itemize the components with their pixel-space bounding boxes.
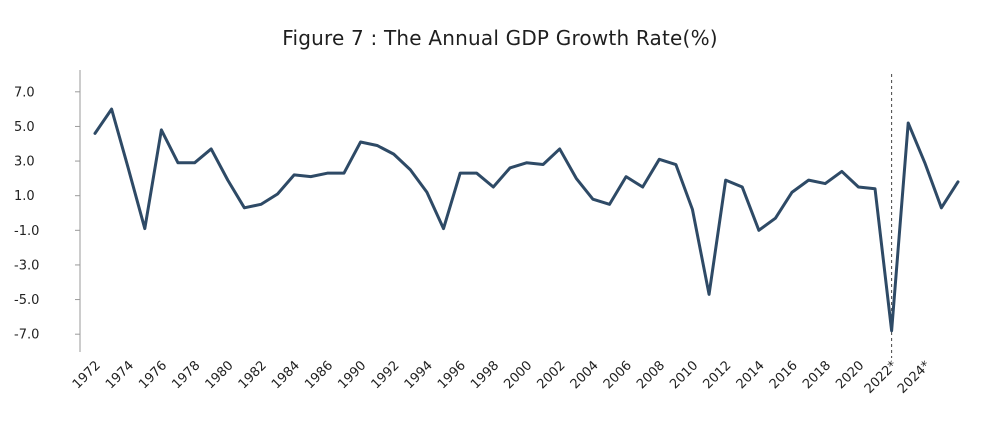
y-tick-label: -1.0 bbox=[14, 224, 39, 239]
x-tick-label: 1984 bbox=[269, 358, 303, 392]
x-tick-label: 2018 bbox=[800, 358, 834, 392]
x-tick-label: 1974 bbox=[103, 358, 137, 392]
x-axis: 1972 1974 1976 1978 1980 1982 1984 1986 1990 1992… bbox=[70, 358, 934, 397]
y-tick-label: 1.0 bbox=[14, 189, 35, 204]
x-tick-label: 1990 bbox=[335, 358, 369, 392]
x-tick-label: 1996 bbox=[435, 358, 469, 392]
x-tick-label: 2008 bbox=[634, 358, 668, 392]
x-tick-label: 2000 bbox=[501, 358, 535, 392]
series bbox=[93, 107, 960, 333]
y-tick-label: 3.0 bbox=[14, 155, 35, 170]
x-tick-label: 2006 bbox=[601, 358, 635, 392]
x-tick-label: 1982 bbox=[236, 358, 270, 392]
x-tick-label: 2016 bbox=[767, 358, 801, 392]
y-tick-label: 7.0 bbox=[14, 85, 35, 100]
x-tick-label: 1978 bbox=[169, 358, 203, 392]
x-tick-label: 1972 bbox=[70, 358, 104, 392]
x-tick-label: 1976 bbox=[136, 358, 170, 392]
x-tick-label: 1986 bbox=[302, 358, 336, 392]
x-tick-label: 1998 bbox=[468, 358, 502, 392]
x-tick-label: 2014 bbox=[734, 358, 768, 392]
x-tick-label: 1992 bbox=[369, 358, 403, 392]
x-tick-label: 1980 bbox=[203, 358, 237, 392]
y-axis: 7.0 5.0 3.0 1.0 -1.0 -3.0 -5.0 -7.0 bbox=[14, 70, 81, 352]
x-tick-label: 2010 bbox=[667, 358, 701, 392]
series-line-gdp-growth bbox=[93, 107, 960, 333]
chart-title: Figure 7 : The Annual GDP Growth Rate(%) bbox=[282, 26, 718, 50]
x-tick-label: 2024* bbox=[895, 358, 934, 397]
y-tick-label: -3.0 bbox=[14, 258, 39, 273]
x-tick-label: 2002 bbox=[535, 358, 569, 392]
x-tick-label: 2012 bbox=[700, 358, 734, 392]
y-tick-label: -5.0 bbox=[14, 293, 39, 308]
x-tick-label: 2022* bbox=[862, 358, 901, 397]
y-tick-label: 5.0 bbox=[14, 120, 35, 135]
x-tick-label: 2004 bbox=[568, 358, 602, 392]
y-tick-label: -7.0 bbox=[14, 328, 39, 343]
x-tick-label: 1994 bbox=[402, 358, 436, 392]
